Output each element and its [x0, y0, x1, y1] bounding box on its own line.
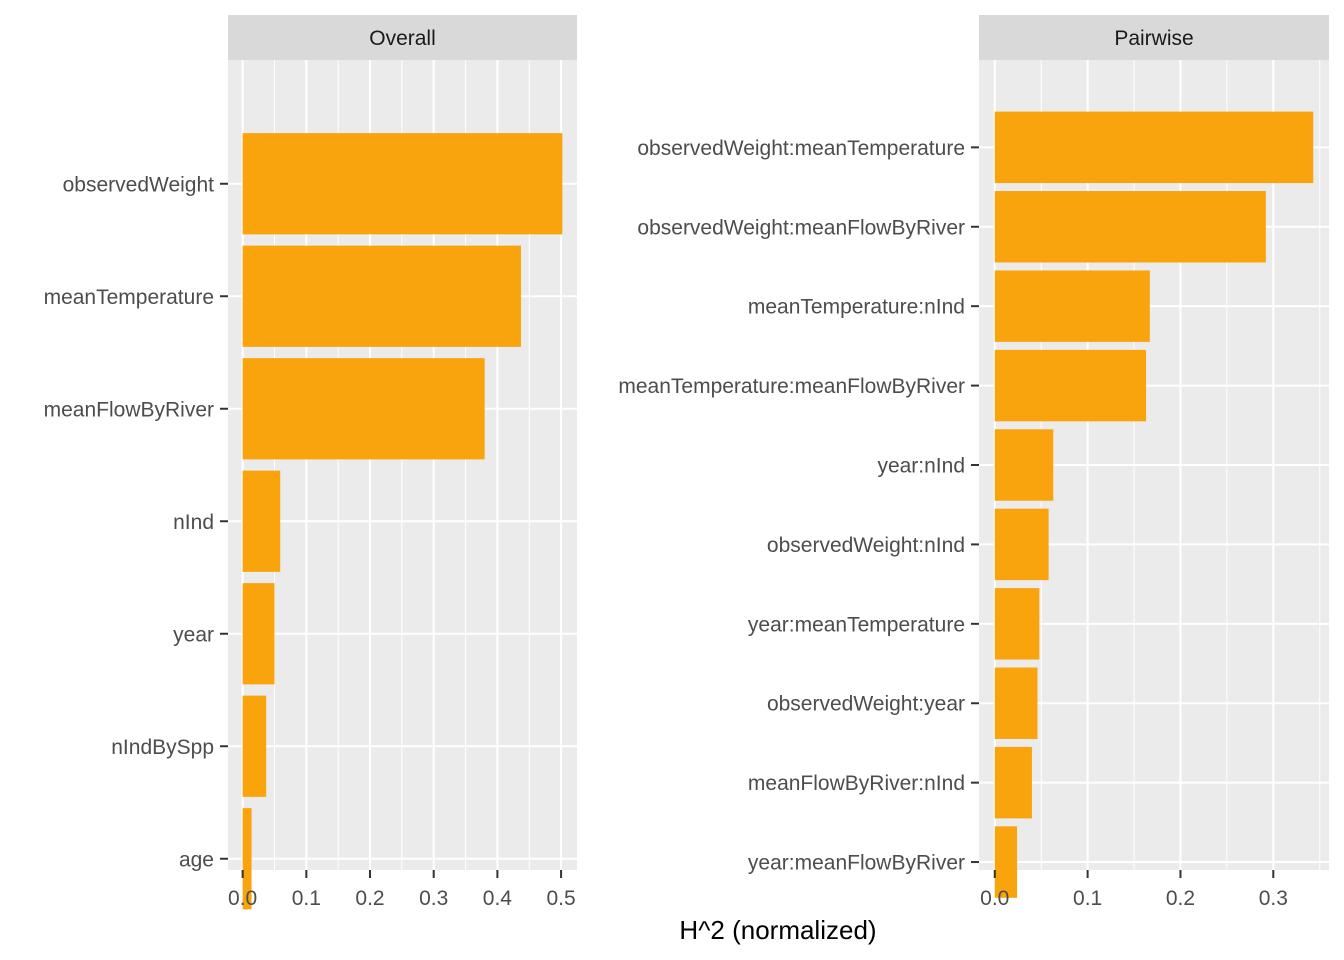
- x-tick-label: 0.3: [419, 887, 448, 910]
- facet-title: Pairwise: [1114, 27, 1193, 50]
- category-label: nIndBySpp: [111, 736, 214, 759]
- category-label: year:nInd: [877, 455, 965, 478]
- facet-strip: [228, 15, 577, 60]
- x-tick-label: 0.1: [1073, 887, 1102, 910]
- bar-meanTemperature: [242, 245, 521, 347]
- category-label: observedWeight:nInd: [767, 534, 965, 557]
- bar-nIndBySpp: [242, 695, 267, 797]
- bar-observedWeight: [242, 133, 563, 235]
- x-tick-label: 0.2: [1166, 887, 1195, 910]
- bar-observedWeight:nInd: [994, 508, 1049, 581]
- facet-strip: [979, 15, 1329, 60]
- category-label: meanTemperature:nInd: [748, 296, 965, 319]
- category-label: year: [173, 623, 214, 646]
- facet-pairwise: Pairwise observedWeight:meanTemperature ob…: [618, 15, 1329, 910]
- bar-meanTemperature:nInd: [994, 270, 1150, 342]
- bar-observedWeight:year: [994, 667, 1038, 739]
- bar-year:meanTemperature: [994, 588, 1040, 660]
- category-label: meanTemperature:meanFlowByRiver: [618, 375, 965, 398]
- x-tick-label: 0.4: [483, 887, 513, 910]
- facet-overall: Overall observedWeight meanTemperature mean…: [44, 15, 577, 910]
- category-label: observedWeight:meanTemperature: [637, 137, 965, 160]
- category-label: observedWeight: [63, 173, 215, 196]
- x-tick-label: 0.2: [355, 887, 384, 910]
- bar-nInd: [242, 470, 281, 572]
- category-label: meanTemperature: [44, 286, 214, 309]
- category-label: year:meanFlowByRiver: [748, 852, 965, 875]
- bar-observedWeight:meanFlowByRiver: [994, 191, 1266, 263]
- x-tick-label: 0.3: [1259, 887, 1288, 910]
- category-label: nInd: [173, 511, 214, 534]
- facet-title: Overall: [369, 27, 436, 50]
- x-axis-title: H^2 (normalized): [679, 915, 876, 945]
- category-label: meanFlowByRiver:nInd: [748, 772, 965, 795]
- bar-age: [242, 808, 252, 910]
- category-label: observedWeight:year: [767, 693, 965, 716]
- category-label: meanFlowByRiver: [44, 398, 214, 421]
- bar-year:nInd: [994, 429, 1054, 501]
- bar-meanFlowByRiver:nInd: [994, 746, 1032, 819]
- x-tick-label: 0.5: [546, 887, 575, 910]
- bar-year:meanFlowByRiver: [994, 826, 1018, 898]
- bar-year: [242, 583, 275, 685]
- x-tick-label: 0.1: [292, 887, 321, 910]
- x-tick-label: 0.0: [980, 887, 1009, 910]
- bar-observedWeight:meanTemperature: [994, 111, 1314, 184]
- bar-meanFlowByRiver: [242, 358, 485, 460]
- category-label: observedWeight:meanFlowByRiver: [637, 216, 965, 239]
- x-tick-label: 0.0: [228, 887, 257, 910]
- category-label: year:meanTemperature: [748, 613, 965, 636]
- bar-meanTemperature:meanFlowByRiver: [994, 349, 1147, 422]
- category-label: age: [179, 848, 214, 871]
